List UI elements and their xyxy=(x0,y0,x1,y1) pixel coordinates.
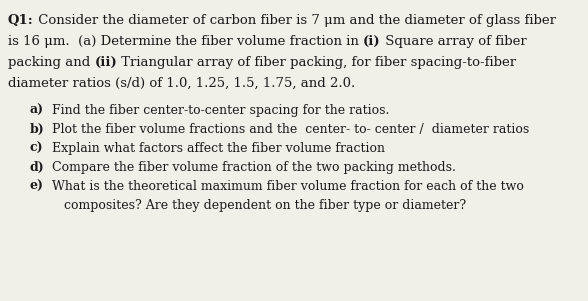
Text: Square array of fiber: Square array of fiber xyxy=(381,35,526,48)
Text: What is the theoretical maximum fiber volume fraction for each of the two: What is the theoretical maximum fiber vo… xyxy=(52,180,524,193)
Text: Q1:: Q1: xyxy=(8,14,34,27)
Text: a): a) xyxy=(30,104,44,117)
Text: diameter ratios (s/d) of 1.0, 1.25, 1.5, 1.75, and 2.0.: diameter ratios (s/d) of 1.0, 1.25, 1.5,… xyxy=(8,77,355,90)
Text: (i): (i) xyxy=(363,35,381,48)
Text: Plot the fiber volume fractions and the  center- to- center /  diameter ratios: Plot the fiber volume fractions and the … xyxy=(52,123,529,136)
Text: Consider the diameter of carbon fiber is 7 μm and the diameter of glass fiber: Consider the diameter of carbon fiber is… xyxy=(34,14,556,27)
Text: c): c) xyxy=(30,142,44,155)
Text: Compare the fiber volume fraction of the two packing methods.: Compare the fiber volume fraction of the… xyxy=(52,161,456,174)
Text: Triangular array of fiber packing, for fiber spacing-to-fiber: Triangular array of fiber packing, for f… xyxy=(117,56,516,69)
Text: b): b) xyxy=(30,123,45,136)
Text: Find the fiber center-to-center spacing for the ratios.: Find the fiber center-to-center spacing … xyxy=(52,104,389,117)
Text: Explain what factors affect the fiber volume fraction: Explain what factors affect the fiber vo… xyxy=(52,142,385,155)
Text: is 16 μm.  (a) Determine the fiber volume fraction in: is 16 μm. (a) Determine the fiber volume… xyxy=(8,35,363,48)
Text: d): d) xyxy=(30,161,45,174)
Text: packing and: packing and xyxy=(8,56,95,69)
Text: (ii): (ii) xyxy=(95,56,117,69)
Text: e): e) xyxy=(30,180,44,193)
Text: composites? Are they dependent on the fiber type or diameter?: composites? Are they dependent on the fi… xyxy=(52,199,466,212)
